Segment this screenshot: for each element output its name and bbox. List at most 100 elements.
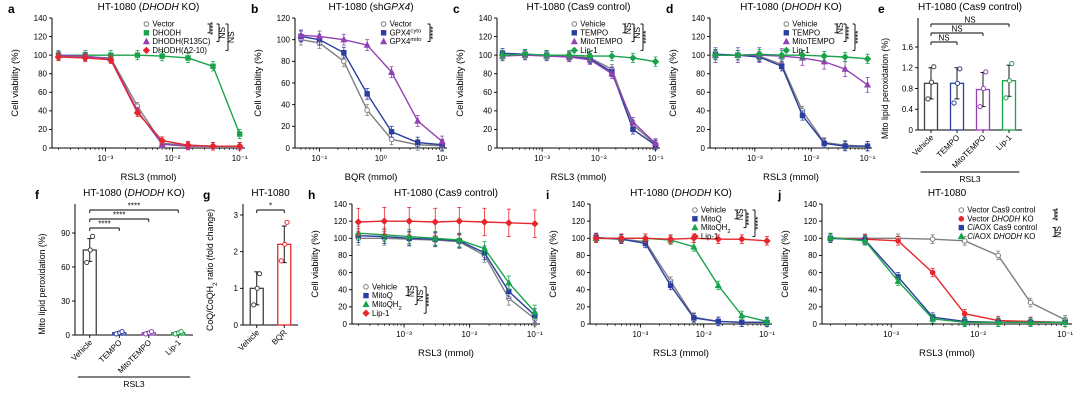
- data-marker: [209, 142, 217, 150]
- legend-label-vector-cas9-control: Vector Cas9 control: [967, 206, 1035, 215]
- data-marker: [929, 269, 936, 276]
- data-marker: [826, 233, 834, 241]
- x-tick-label: 10⁻³: [396, 330, 412, 339]
- significance-label: NS: [217, 27, 227, 39]
- panel-h: h HT-1080 (Cas9 control) 0 20 40 60 80 100 120 1…: [308, 186, 546, 401]
- data-point: [957, 66, 963, 72]
- data-marker: [364, 91, 370, 97]
- y-tick-label: 40: [483, 107, 492, 116]
- y-tick-label: 100: [334, 234, 348, 243]
- category-label-tempo: TEMPO: [97, 338, 123, 364]
- series-lip-1: [592, 233, 771, 246]
- bar-vehicle: Vehicle: [911, 64, 939, 158]
- x-axis-label: RSL3 (mmol): [763, 172, 819, 182]
- series-vehicle: [712, 50, 871, 152]
- y-tick-label: 0.8: [902, 84, 914, 93]
- legend-marker-mitoqh-2: [362, 300, 370, 308]
- chart-f: HT-1080 (DHODH KO) 0 30 60 90 Mito lipid pero…: [37, 188, 193, 389]
- significance-label: *: [269, 202, 272, 211]
- significance-bracket: ****: [427, 23, 438, 43]
- y-tick-label: 80: [576, 251, 585, 260]
- legend-marker-vehicle: [363, 284, 369, 290]
- y-tick-label: 60: [808, 268, 817, 277]
- chart-b: HT-1080 (shGPX4) 0 20 40 60 80 100 120 10⁻¹ 10⁰ 10…: [253, 2, 448, 183]
- legend-label-mitoqh-2: MitoQH2: [372, 300, 402, 312]
- x-tick-label: 10⁻²: [462, 330, 478, 339]
- series-vector-cas9-control: [827, 233, 1068, 325]
- panel-f: f HT-1080 (DHODH KO) 0 30 60 90 Mito lipid pe…: [35, 186, 203, 401]
- category-label-vehicle: Vehicle: [237, 328, 262, 353]
- y-tick-label: 100: [692, 51, 706, 60]
- data-marker: [961, 238, 968, 244]
- category-label-lip-1: Lip-1: [164, 338, 183, 357]
- data-marker: [505, 219, 513, 227]
- data-marker: [739, 319, 745, 325]
- x-axis-label: RSL3 (mmol): [121, 172, 177, 182]
- legend-label-ci-aox-dhodh-ko: CiAOX DHODH KO: [967, 232, 1035, 241]
- data-marker: [354, 218, 363, 226]
- y-tick-label: 140: [572, 200, 586, 209]
- data-marker: [651, 139, 660, 147]
- data-marker: [133, 109, 142, 117]
- data-marker: [380, 217, 389, 225]
- legend-label-mitoqh-2: MitoQH2: [701, 223, 731, 235]
- significance-bracket: NS: [216, 23, 227, 43]
- legend-label-mitoq: MitoQ: [701, 214, 722, 223]
- legend-marker-vector-dhodh-ko: [958, 216, 965, 222]
- chart-g: HT-1080 0 1 2 3 CoQ/CoQH2 ratio (fold change)…: [205, 188, 298, 353]
- significance-bracket: ****: [743, 209, 754, 229]
- legend-marker-tempo: [783, 30, 789, 36]
- y-axis-label: Cell viability (%): [253, 49, 264, 117]
- x-tick-label: 10⁻¹: [527, 330, 543, 339]
- data-point: [928, 79, 935, 85]
- legend-label-lip-1: Lip-1: [580, 46, 597, 55]
- x-axis-label: RSL3 (mmol): [653, 348, 709, 358]
- y-tick-label: 30: [61, 297, 70, 306]
- bar-lip-1: Lip-1: [164, 329, 186, 357]
- y-tick-label: 140: [34, 14, 48, 23]
- data-marker: [738, 311, 746, 319]
- y-tick-label: 0: [286, 144, 291, 153]
- x-tick-label: 10⁻³: [632, 330, 648, 339]
- data-point: [1006, 78, 1013, 84]
- panel-letter-e: e: [878, 2, 885, 16]
- significance-label: NS: [406, 285, 416, 297]
- significance-bracket: ****: [843, 23, 854, 43]
- data-marker: [691, 315, 697, 321]
- data-point: [278, 258, 284, 264]
- significance-label: NS: [226, 31, 236, 43]
- series-tempo: [499, 48, 659, 151]
- panel-e: e HT-1080 (Cas9 control) 0 0.4 0.8 1.2 1.6 Mit…: [878, 0, 1078, 186]
- data-marker: [405, 232, 413, 240]
- y-tick-label: 0: [581, 320, 586, 329]
- y-tick-label: 0: [813, 320, 818, 329]
- y-tick-label: 100: [34, 51, 48, 60]
- significance-label: NS: [415, 289, 425, 301]
- bar-vehicle: Vehicle: [237, 271, 264, 353]
- data-marker: [438, 137, 446, 145]
- x-tick-label: 10⁻³: [534, 154, 550, 163]
- data-marker: [715, 318, 721, 325]
- significance-label: ****: [428, 25, 438, 39]
- y-tick-label: 40: [281, 100, 290, 109]
- significance-bracket: ****: [89, 211, 150, 222]
- data-marker: [841, 53, 849, 61]
- legend-marker-ci-aox-cas9-control: [958, 224, 965, 231]
- panel-title: HT-1080 (DHODH KO): [740, 2, 842, 13]
- data-point: [251, 302, 257, 308]
- y-tick-label: 120: [334, 217, 348, 226]
- x-axis-label: RSL3 (mmol): [418, 348, 474, 358]
- y-tick-label: 140: [334, 200, 348, 209]
- data-marker: [531, 308, 539, 315]
- panel-letter-f: f: [35, 188, 39, 202]
- data-marker: [586, 52, 594, 60]
- legend-label-mitoq: MitoQ: [372, 291, 393, 300]
- category-label-bqr: BQR: [270, 328, 289, 347]
- significance-label: ****: [98, 220, 110, 229]
- legend-marker-dhodh-r135c: [142, 37, 150, 45]
- data-point: [84, 259, 90, 266]
- data-marker: [961, 318, 969, 325]
- panel-a: a HT-1080 (DHODH KO) 0 20 40 60 80 100 120 140 10…: [8, 0, 251, 186]
- data-marker: [542, 51, 551, 59]
